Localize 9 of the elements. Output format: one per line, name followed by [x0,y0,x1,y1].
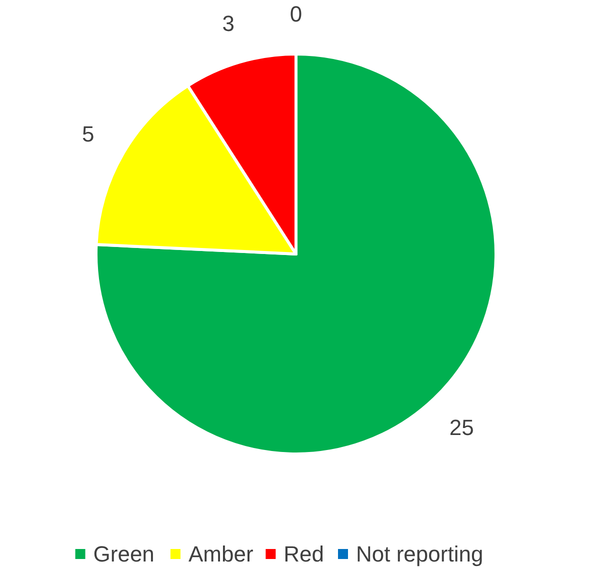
text: 0 [290,2,302,26]
data-label: 3 [222,11,235,36]
legend-label: Green [93,542,154,566]
data-label: 5 [82,122,94,146]
legend-label: Not reporting [356,542,484,566]
legend-label: Amber [188,542,254,566]
pie-slice [94,52,498,456]
data-label: 25 [449,415,474,440]
legend-label: Red [284,542,324,566]
